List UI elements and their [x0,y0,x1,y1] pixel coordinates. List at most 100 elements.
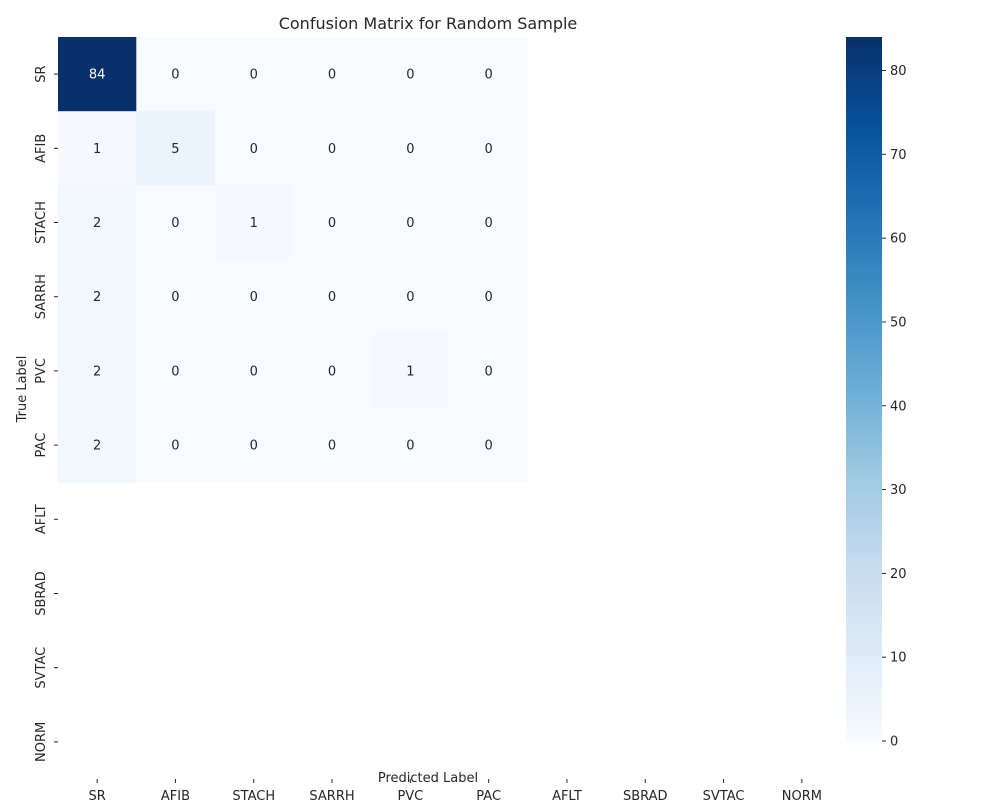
heatmap-cell [136,408,216,483]
heatmap-cell [292,37,372,112]
cell-value-label: 84 [89,68,106,83]
y-tick-label: SBRAD [34,571,49,616]
cell-value-label: 0 [328,439,336,454]
x-tick-label: PAC [476,789,501,800]
heatmap-cell [136,37,216,112]
cell-value-label: 0 [485,364,493,379]
heatmap-cell [58,408,137,483]
y-tick-label: PVC [34,358,49,384]
cell-value-label: 0 [328,142,336,157]
cell-value-label: 0 [250,290,258,305]
heatmap-cell [214,408,294,483]
colorbar-tick-label: 40 [890,399,907,414]
heatmap-cell [449,333,529,409]
heatmap-cell [58,185,137,261]
heatmap-cell [214,111,294,186]
cell-value-label: 0 [171,439,179,454]
cell-value-label: 0 [328,216,336,231]
heatmap-cell [449,185,529,261]
colorbar-ticks: 0 10 20 30 40 50 60 70 80 [882,64,907,750]
x-tick-label: SVTAC [703,789,745,800]
colorbar-tick-label: 30 [890,483,907,498]
heatmap-cell [58,111,137,186]
cell-value-label: 0 [406,216,414,231]
x-tick-label: AFLT [552,789,582,800]
cell-value-label: 2 [93,216,101,231]
cell-value-label: 0 [171,68,179,83]
x-tick-label: SARRH [309,789,354,800]
x-tick-label: NORM [782,789,822,800]
heatmap-cell [371,333,451,409]
heatmap-cell [371,111,451,186]
y-tick-label: PAC [34,433,49,458]
x-tick-label: SR [89,789,106,800]
cell-value-label: 1 [93,142,101,157]
y-tick-label: NORM [34,722,49,762]
colorbar-tick-label: 0 [890,735,898,750]
heatmap-cell [449,111,529,186]
cell-value-label: 0 [485,68,493,83]
cell-value-label: 0 [406,439,414,454]
colorbar [846,37,882,741]
heatmap-cell [292,111,372,186]
cell-value-label: 1 [406,364,414,379]
heatmap-cell [371,37,451,112]
cell-value-label: 0 [171,216,179,231]
heatmap-cell [292,408,372,483]
cell-value-label: 0 [406,68,414,83]
colorbar-tick-label: 70 [890,148,907,163]
chart-title: Confusion Matrix for Random Sample [279,14,578,33]
heatmap-cell [292,185,372,261]
cell-value-label: 0 [328,290,336,305]
heatmap-cells: 84 0 0 0 0 0 1 5 0 0 0 0 2 0 1 0 0 0 2 0 0 0 0 0 2 0 0 0 1 0 2 0 0 0 0 0 [58,37,529,483]
cell-value-label: 0 [328,364,336,379]
heatmap-cell [214,37,294,112]
x-tick-label: SBRAD [623,789,668,800]
heatmap-cell [449,408,529,483]
cell-value-label: 0 [485,290,493,305]
cell-value-label: 2 [93,439,101,454]
heatmap-cell [214,185,294,261]
colorbar-tick-label: 80 [890,64,907,79]
heatmap-cell [136,333,216,409]
heatmap-cell [136,259,216,335]
cell-value-label: 1 [250,216,258,231]
y-axis: SR AFIB STACH SARRH PVC PAC AFLT SBRAD SVTAC NORM [34,65,58,762]
heatmap-cell [58,37,137,112]
y-axis-label: True Label [15,356,30,424]
cell-value-label: 0 [250,142,258,157]
cell-value-label: 0 [485,142,493,157]
cell-value-label: 0 [485,439,493,454]
heatmap-cell [292,259,372,335]
cell-value-label: 0 [171,290,179,305]
heatmap-cell [371,259,451,335]
colorbar-tick-label: 10 [890,651,907,666]
cell-value-label: 2 [93,364,101,379]
cell-value-label: 0 [406,142,414,157]
x-axis-label: Predicted Label [378,771,478,786]
heatmap-cell [292,333,372,409]
cell-value-label: 0 [250,68,258,83]
colorbar-tick-label: 20 [890,567,907,582]
colorbar-tick-label: 50 [890,315,907,330]
cell-value-label: 0 [406,290,414,305]
cell-value-label: 0 [328,68,336,83]
y-tick-label: AFIB [34,134,49,163]
cell-value-label: 5 [171,142,179,157]
heatmap-cell [214,333,294,409]
heatmap-cell [449,259,529,335]
heatmap-cell [58,259,137,335]
cell-value-label: 0 [485,216,493,231]
y-tick-label: AFLT [34,504,49,534]
heatmap-cell [136,111,216,186]
heatmap-cell [58,333,137,409]
heatmap-cell [371,408,451,483]
x-tick-label: AFIB [161,789,190,800]
heatmap-cell [214,259,294,335]
heatmap-cell [136,185,216,261]
x-tick-label: PVC [397,789,423,800]
y-tick-label: SR [34,65,49,82]
heatmap-cell [371,185,451,261]
